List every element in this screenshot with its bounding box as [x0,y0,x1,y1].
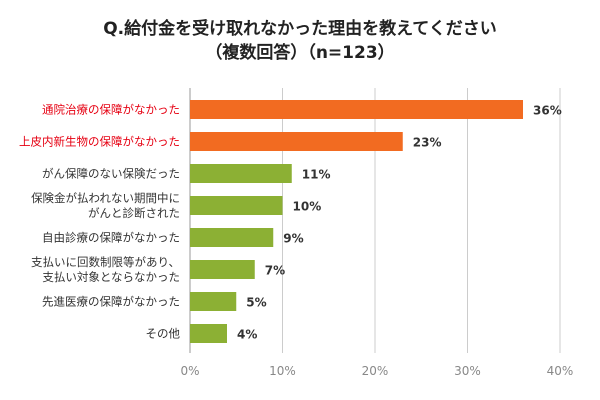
x-tick-label: 30% [454,364,481,378]
value-label: 5% [246,296,266,310]
category-label: その他 [146,327,181,341]
bar [190,132,403,151]
category-label: 自由診療の保障がなかった [42,231,180,245]
category-label: 支払い対象とならなかった [42,270,180,284]
chart-title-line2: （複数回答）（n=123） [205,43,395,63]
value-label: 11% [302,168,331,182]
chart-title-line1: Q.給付金を受け取れなかった理由を教えてください [103,19,497,39]
category-label: 先進医療の保障がなかった [42,295,180,309]
value-label: 36% [533,104,562,118]
bar [190,228,274,247]
category-label: 上皮内新生物の保障がなかった [19,135,180,149]
value-label: 7% [265,264,285,278]
bar [190,260,255,279]
x-tick-label: 20% [362,364,389,378]
x-tick-label: 10% [269,364,296,378]
bar [190,292,237,311]
x-tick-label: 0% [180,364,199,378]
category-label: 保険金が払われない期間中に [31,191,180,205]
value-label: 10% [293,200,322,214]
value-label: 9% [283,232,303,246]
category-label: 支払いに回数制限等があり、 [31,255,180,269]
bar [190,164,292,183]
category-label: がん保障のない保険だった [42,167,180,181]
x-tick-label: 40% [547,364,574,378]
category-label: 通院治療の保障がなかった [42,103,180,117]
bar [190,100,523,119]
category-label: がんと診断された [88,206,180,220]
bar [190,324,227,343]
bar [190,196,283,215]
value-label: 4% [237,328,257,342]
value-label: 23% [413,136,442,150]
